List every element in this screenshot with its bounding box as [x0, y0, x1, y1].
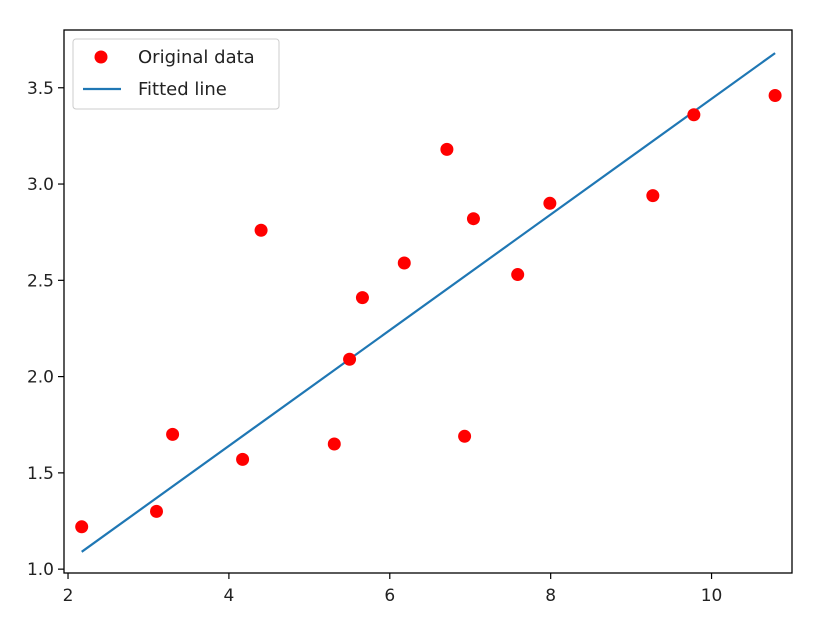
x-tick-label: 6	[384, 586, 395, 606]
x-tick-label: 8	[545, 586, 556, 606]
axes-frame	[63, 29, 793, 574]
data-point	[543, 196, 557, 210]
legend-label-fitted-line: Fitted line	[138, 79, 227, 100]
data-point	[75, 520, 89, 534]
x-tick-label: 4	[223, 586, 234, 606]
fitted-line-layer	[81, 52, 776, 553]
data-point	[327, 437, 341, 451]
data-point	[440, 142, 454, 156]
ticks-layer: 2 4 6 8 10 1.0 1.5 2.0 2.5 3.0 3.5	[27, 79, 722, 606]
data-point	[687, 108, 701, 122]
x-tick-label: 2	[63, 586, 74, 606]
y-tick-label: 3.5	[27, 79, 54, 99]
data-point	[458, 429, 472, 443]
legend-marker-original-data	[94, 50, 108, 64]
y-tick-label: 2.0	[27, 368, 54, 388]
data-point	[511, 268, 525, 282]
data-point	[355, 291, 369, 305]
data-point	[343, 352, 357, 366]
data-point	[768, 88, 782, 102]
data-point	[397, 256, 411, 270]
data-point	[236, 452, 250, 466]
x-tick-label: 10	[701, 586, 723, 606]
data-point	[166, 427, 180, 441]
y-tick-label: 3.0	[27, 175, 54, 195]
legend-box	[72, 38, 280, 110]
legend: Original data Fitted line	[72, 38, 280, 110]
data-points-layer	[75, 88, 782, 534]
y-tick-label: 2.5	[27, 271, 54, 291]
data-point	[646, 189, 660, 203]
y-tick-label: 1.5	[27, 464, 54, 484]
legend-label-original-data: Original data	[138, 47, 255, 68]
data-point	[254, 223, 268, 237]
y-tick-label: 1.0	[27, 560, 54, 580]
data-point	[466, 212, 480, 226]
data-point	[150, 504, 164, 518]
fitted-line	[81, 52, 776, 553]
